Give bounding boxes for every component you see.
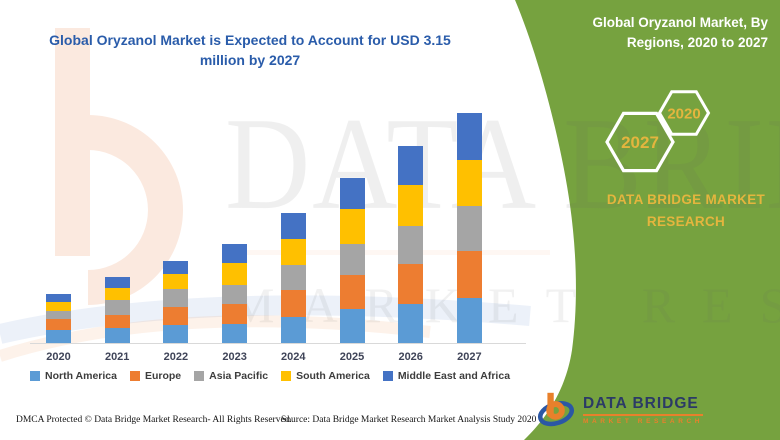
bar-2023 xyxy=(222,244,248,343)
legend-item-north-america: North America xyxy=(30,370,117,382)
legend-swatch-icon xyxy=(194,371,205,381)
bar-segment-south-america xyxy=(339,209,365,244)
page-title: Global Oryzanol Market is Expected to Ac… xyxy=(49,32,451,69)
bar-2027 xyxy=(456,113,482,343)
bar-segment-middle-east-and-africa xyxy=(456,113,482,160)
bar-segment-north-america xyxy=(46,329,71,343)
footer-brand-name: DATA BRIDGE xyxy=(583,395,704,416)
bar-segment-south-america xyxy=(456,159,482,206)
bar-segment-middle-east-and-africa xyxy=(398,145,424,185)
footer-brand-textblock: DATA BRIDGE MARKET RESEARCH xyxy=(583,395,704,425)
legend-label: South America xyxy=(296,370,370,382)
watermark-logo-stem xyxy=(55,28,90,256)
bar-segment-asia-pacific xyxy=(104,299,130,315)
x-axis-label: 2020 xyxy=(46,351,71,363)
x-axis-label: 2026 xyxy=(398,351,423,363)
bar-2024 xyxy=(280,213,306,343)
bar-segment-asia-pacific xyxy=(222,285,248,304)
bar-segment-europe xyxy=(456,251,482,298)
bar-segment-asia-pacific xyxy=(46,310,71,319)
source-note: Source: Data Bridge Market Research Mark… xyxy=(281,415,537,425)
x-axis-label: 2025 xyxy=(339,351,365,363)
legend-swatch-icon xyxy=(281,371,292,381)
hexagon-2027-icon xyxy=(605,111,675,173)
bar-segment-middle-east-and-africa xyxy=(339,178,365,210)
bar-segment-south-america xyxy=(222,263,248,286)
bar-segment-north-america xyxy=(339,308,365,343)
bar-segment-asia-pacific xyxy=(280,264,306,291)
bar-2026 xyxy=(398,145,424,343)
bar-segment-middle-east-and-africa xyxy=(163,260,189,275)
bar-segment-middle-east-and-africa xyxy=(280,213,306,240)
bar-segment-asia-pacific xyxy=(398,226,424,265)
bar-segment-middle-east-and-africa xyxy=(46,294,71,303)
year-hexagons: 2027 2020 xyxy=(605,90,711,173)
bar-2022 xyxy=(163,260,189,343)
footer-brand-subtext: MARKET RESEARCH xyxy=(583,418,704,425)
bar-segment-south-america xyxy=(104,287,130,300)
legend-swatch-icon xyxy=(382,371,393,381)
watermark-logo-bowl xyxy=(88,115,183,305)
bar-segment-south-america xyxy=(398,184,424,227)
legend-label: Middle East and Africa xyxy=(397,370,511,382)
bar-segment-north-america xyxy=(456,297,482,343)
bar-segment-south-america xyxy=(46,302,71,311)
hexagon-2020-label: 2020 xyxy=(667,106,700,123)
bar-segment-north-america xyxy=(163,324,189,343)
bar-segment-europe xyxy=(339,275,365,309)
bar-segment-middle-east-and-africa xyxy=(104,276,130,288)
bar-segment-europe xyxy=(104,314,130,328)
plot-area: 2020 2021 2022 2023 2024 2025 2026 2027 xyxy=(30,108,526,363)
bar-segment-asia-pacific xyxy=(339,243,365,276)
legend-item-south-america: South America xyxy=(281,370,370,382)
legend-label: Asia Pacific xyxy=(209,370,269,382)
bar-2021 xyxy=(104,276,130,343)
legend-item-europe: Europe xyxy=(129,370,182,382)
x-axis-label: 2023 xyxy=(222,351,247,363)
bar-segment-north-america xyxy=(222,324,248,343)
bar-segment-europe xyxy=(222,303,248,325)
bar-segment-south-america xyxy=(280,239,306,265)
legend-label: Europe xyxy=(144,370,182,382)
side-panel-title: Global Oryzanol Market, By Regions, 2020… xyxy=(592,15,768,51)
bar-2020 xyxy=(46,294,71,343)
x-axis-label: 2027 xyxy=(457,351,482,363)
dmca-notice: DMCA Protected © Data Bridge Market Rese… xyxy=(16,415,292,425)
x-axis-label: 2022 xyxy=(163,351,189,363)
bar-segment-north-america xyxy=(280,317,306,343)
bar-segment-europe xyxy=(280,290,306,318)
bar-segment-middle-east-and-africa xyxy=(222,244,248,264)
legend-label: North America xyxy=(45,370,117,382)
watermark-band xyxy=(240,250,550,255)
bar-segment-north-america xyxy=(398,303,424,343)
legend-swatch-icon xyxy=(30,371,40,381)
bar-segment-north-america xyxy=(104,327,130,343)
footer-brand-logo: DATA BRIDGE MARKET RESEARCH xyxy=(536,391,704,429)
side-panel-brand-text: DATA BRIDGE MARKET RESEARCH xyxy=(606,192,766,229)
databridge-logo-icon xyxy=(537,392,575,427)
bar-segment-europe xyxy=(46,318,71,330)
legend: North America Europe Asia Pacific South Ame… xyxy=(30,370,510,382)
bar-2025 xyxy=(339,178,365,343)
bar-segment-asia-pacific xyxy=(163,288,189,308)
legend-item-middle-east-and-africa: Middle East and Africa xyxy=(382,370,511,382)
x-axis-label: 2024 xyxy=(281,351,306,363)
bar-segment-asia-pacific xyxy=(456,205,482,252)
legend-item-asia-pacific: Asia Pacific xyxy=(194,370,268,382)
legend-swatch-icon xyxy=(129,371,140,381)
bar-segment-south-america xyxy=(163,274,189,289)
bar-segment-europe xyxy=(163,307,189,325)
hexagon-2027-label: 2027 xyxy=(621,133,659,152)
bar-segment-europe xyxy=(398,264,424,304)
hexagon-2020-icon xyxy=(657,90,711,136)
x-axis-label: 2021 xyxy=(104,351,130,363)
